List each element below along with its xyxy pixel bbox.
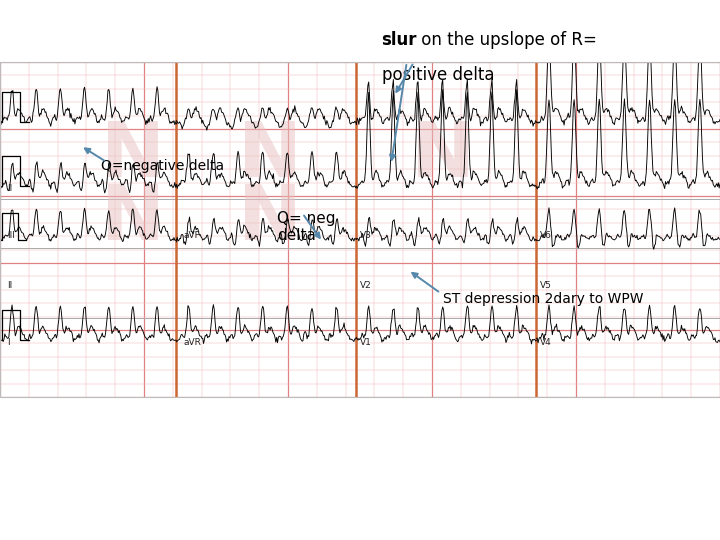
Text: V1: V1 xyxy=(360,338,372,347)
Text: II: II xyxy=(7,281,12,290)
Text: aVR: aVR xyxy=(184,338,202,347)
Text: V2: V2 xyxy=(360,281,372,290)
Text: III: III xyxy=(7,231,15,240)
Text: N: N xyxy=(102,183,165,256)
Text: V4: V4 xyxy=(540,338,552,347)
Text: V6: V6 xyxy=(540,231,552,240)
Text: ST depression 2dary to WPW: ST depression 2dary to WPW xyxy=(443,292,643,306)
Text: positive delta: positive delta xyxy=(382,66,494,84)
Text: II: II xyxy=(7,184,12,193)
Text: N: N xyxy=(102,119,165,193)
Text: on the upslope of R=: on the upslope of R= xyxy=(416,31,597,49)
Text: slur: slur xyxy=(382,31,417,49)
Text: Q=negative delta: Q=negative delta xyxy=(101,159,224,173)
Text: V5: V5 xyxy=(540,281,552,290)
Text: Q= neg
delta: Q= neg delta xyxy=(277,211,336,243)
Text: N: N xyxy=(238,119,302,193)
Text: aVF: aVF xyxy=(184,231,200,240)
Text: N: N xyxy=(238,183,302,256)
Text: N: N xyxy=(411,119,474,193)
Text: V3: V3 xyxy=(360,231,372,240)
Text: I: I xyxy=(7,338,10,347)
